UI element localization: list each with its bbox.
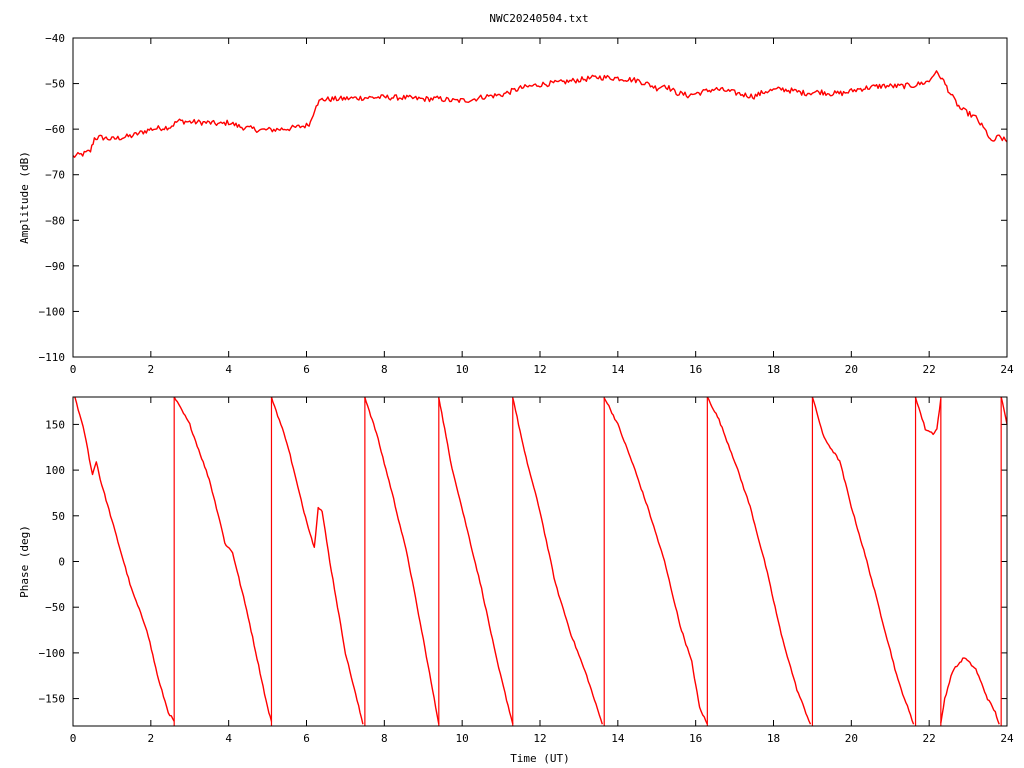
x-tick-label: 24	[1000, 363, 1014, 376]
series-line	[1000, 396, 1008, 425]
amplitude-panel: Amplitude (dB) 0 2 4 6 8 10 12 14 16 18 20 22 24−110…	[18, 32, 1014, 376]
phase-plot-frame	[72, 396, 1008, 727]
series-line	[173, 396, 273, 722]
x-tick-label: 18	[767, 363, 780, 376]
x-tick-label: 0	[70, 363, 77, 376]
x-tick-label: 0	[70, 732, 77, 745]
amplitude-axis-label: Amplitude (dB)	[18, 151, 31, 244]
x-tick-label: 6	[303, 363, 310, 376]
x-tick-label: 12	[533, 363, 546, 376]
x-tick-label: 10	[456, 363, 469, 376]
x-tick-label: 18	[767, 732, 780, 745]
y-tick-label: −100	[39, 647, 66, 660]
x-tick-label: 10	[456, 732, 469, 745]
x-tick-label: 20	[845, 363, 858, 376]
y-tick-label: 0	[58, 556, 65, 569]
y-tick-label: −150	[39, 693, 66, 706]
series-line	[364, 397, 440, 725]
x-tick-label: 8	[381, 363, 388, 376]
x-tick-label: 6	[303, 732, 310, 745]
x-tick-label: 22	[923, 363, 936, 376]
series-line	[72, 70, 1008, 158]
y-tick-label: −40	[45, 32, 65, 45]
series-line	[940, 657, 1000, 725]
x-tick-label: 2	[148, 732, 155, 745]
x-tick-label: 24	[1000, 732, 1014, 745]
y-tick-label: −90	[45, 260, 65, 273]
phase-panel: Phase (deg) Time (UT) 0 2 4 6 8 10 12 14 16 18 20 2…	[18, 396, 1014, 765]
series-line	[811, 396, 915, 725]
series-line	[914, 397, 942, 436]
y-tick-label: −110	[39, 351, 66, 364]
x-tick-label: 14	[611, 732, 625, 745]
phase-trace-group	[74, 396, 1008, 726]
y-tick-label: −80	[45, 214, 65, 227]
x-tick-label: 4	[225, 363, 232, 376]
x-tick-label: 22	[923, 732, 936, 745]
y-tick-label: 150	[45, 418, 65, 431]
x-tick-label: 14	[611, 363, 625, 376]
amplitude-ticks: 0 2 4 6 8 10 12 14 16 18 20 22 24−110−100−90−80−70−6…	[39, 32, 1014, 376]
series-line	[706, 396, 812, 725]
chart-title: NWC20240504.txt	[489, 12, 588, 25]
y-tick-label: −50	[45, 78, 65, 91]
x-tick-label: 20	[845, 732, 858, 745]
y-tick-label: −100	[39, 305, 66, 318]
y-tick-label: 50	[52, 510, 65, 523]
amplitude-plot-frame	[72, 37, 1008, 358]
x-tick-label: 12	[533, 732, 546, 745]
x-tick-label: 8	[381, 732, 388, 745]
series-line	[512, 397, 603, 725]
y-tick-label: −70	[45, 169, 65, 182]
series-line	[270, 396, 364, 725]
phase-axis-label: Phase (deg)	[18, 525, 31, 598]
phase-ticks: 0 2 4 6 8 10 12 14 16 18 20 22 24−150−100−5005010015…	[39, 397, 1014, 745]
series-line	[438, 397, 514, 725]
series-line	[603, 397, 708, 725]
x-tick-label: 4	[225, 732, 232, 745]
series-line	[74, 396, 175, 722]
x-tick-label: 16	[689, 732, 702, 745]
y-tick-label: −60	[45, 123, 65, 136]
y-tick-label: −50	[45, 601, 65, 614]
x-tick-label: 2	[148, 363, 155, 376]
time-axis-label: Time (UT)	[510, 752, 570, 765]
amplitude-trace-group	[72, 70, 1008, 158]
x-tick-label: 16	[689, 363, 702, 376]
y-tick-label: 100	[45, 464, 65, 477]
